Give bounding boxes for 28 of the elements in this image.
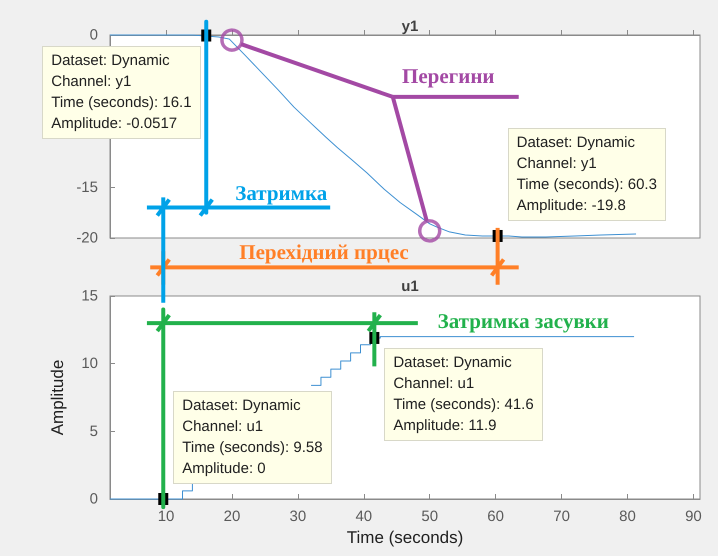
x-tick-label: 80 [619,508,636,525]
annotation: Dataset: Dynamic Channel: y1 Time (seconds): 16.1 Amplitude: -0.0517 [42,46,201,139]
y-tick-label: -20 [76,230,98,246]
annotation: Перегини [402,64,495,90]
x-tick-label: 40 [355,508,372,525]
y-axis-title: Amplitude [48,360,67,436]
y-tick-label: -15 [76,178,98,196]
chart-title: u1 [401,278,419,295]
x-tick-label: 50 [421,508,438,525]
annotation: Dataset: Dynamic Channel: u1 Time (seconds): 41.6 Amplitude: 11.9 [384,348,543,441]
y-tick-label: 0 [90,490,98,508]
x-tick-label: 30 [290,508,306,525]
annotation: Dataset: Dynamic Channel: y1 Time (seconds): 60.3 Amplitude: -19.8 [508,128,666,221]
x-tick-label: 60 [487,508,504,525]
annotation: Затримка засувки [438,309,609,334]
annotation: Dataset: Dynamic Channel: u1 Time (seconds): 9.58 Amplitude: 0 [173,391,332,484]
y-tick-label: 10 [81,355,98,372]
x-axis-title: Time (seconds) [346,528,464,547]
text: Перехідний прцес [239,240,409,265]
x-tick-label: 10 [158,508,174,525]
x-tick-label: 20 [224,508,240,525]
y-tick-label: 5 [90,422,98,440]
chart-title: y1 [402,18,418,35]
y-tick-label: 0 [90,26,98,44]
x-tick-label: 70 [553,508,570,525]
y-tick-label: 15 [81,288,98,304]
x-tick-label: 90 [685,508,702,525]
annotation: Затримка [235,180,328,206]
